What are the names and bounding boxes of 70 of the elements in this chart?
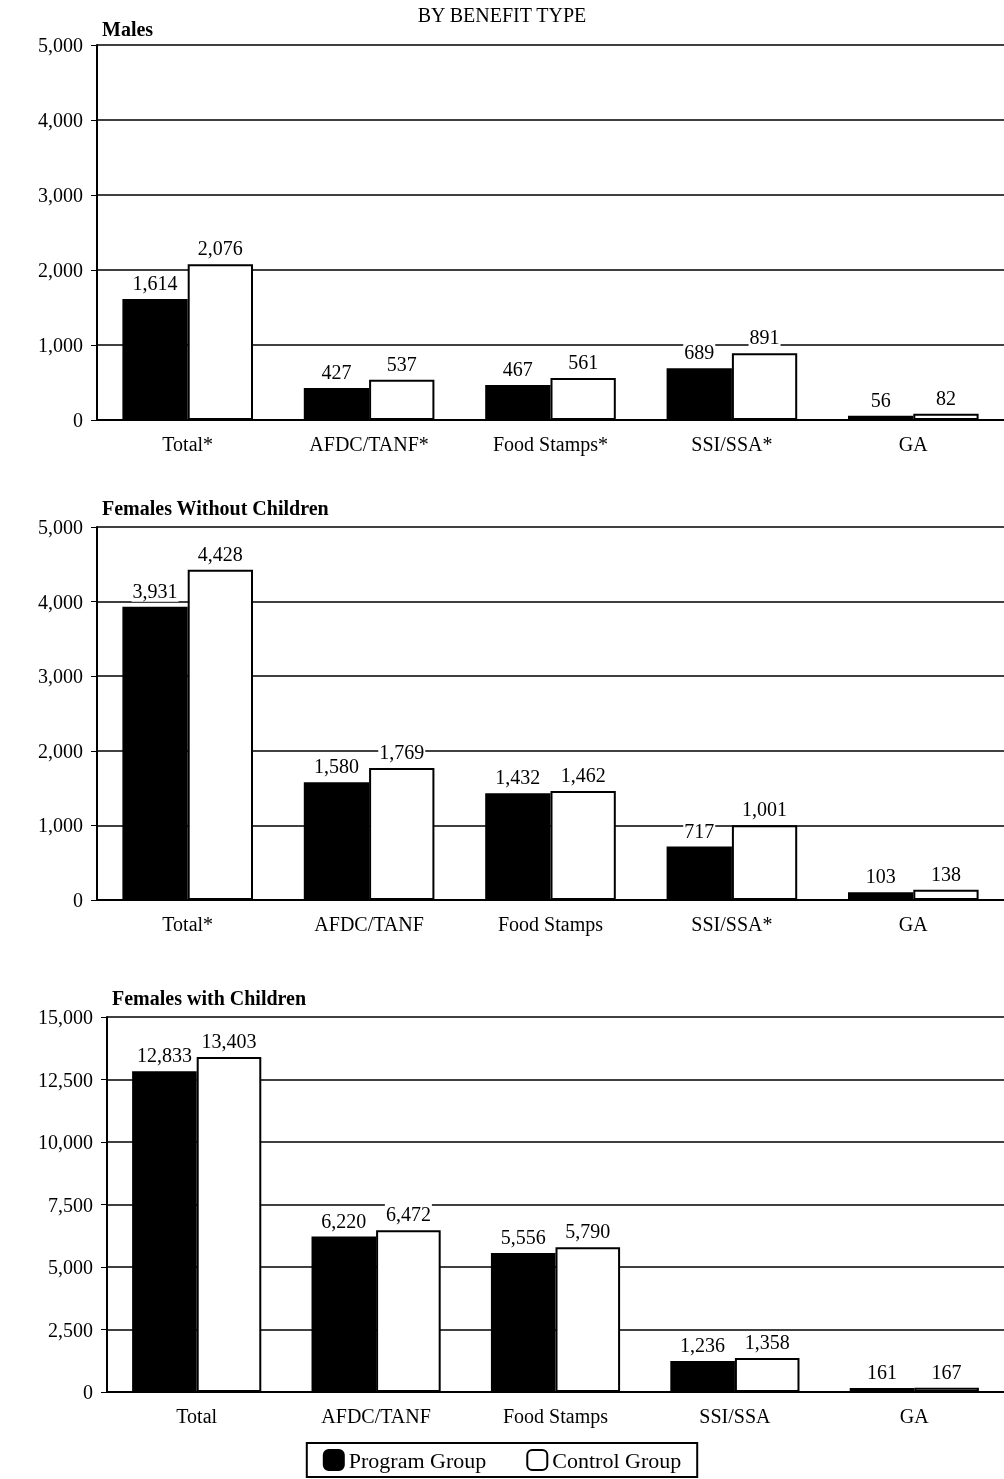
x-tick-label: SSI/SSA* bbox=[691, 433, 773, 455]
data-label: 167 bbox=[931, 1360, 962, 1383]
x-tick-label: Food Stamps bbox=[497, 913, 604, 936]
x-tick-label: AFDC/TANF bbox=[314, 913, 424, 935]
x-tick-label: Total* bbox=[162, 433, 214, 455]
y-tick-label: 1,000 bbox=[38, 334, 83, 356]
data-label: 1,462 bbox=[560, 763, 606, 786]
y-tick-label: 2,500 bbox=[48, 1318, 93, 1341]
x-tick-label: AFDC/TANF* bbox=[309, 433, 429, 455]
data-label: 5,556 bbox=[500, 1226, 546, 1249]
y-tick-label: 2,000 bbox=[38, 739, 83, 762]
y-tick-label: 2,000 bbox=[38, 259, 83, 281]
x-tick-label: GA bbox=[899, 1405, 930, 1427]
y-tick-label: 5,000 bbox=[38, 34, 83, 56]
data-label: 3,931 bbox=[132, 579, 178, 602]
data-label: 4,428 bbox=[197, 542, 243, 565]
y-tick-label: 10,000 bbox=[38, 1131, 93, 1153]
chart-subtitle: Males bbox=[102, 18, 154, 40]
y-tick-label: 7,500 bbox=[48, 1193, 93, 1216]
y-tick-label: 0 bbox=[83, 1381, 93, 1403]
y-tick-label: 5,000 bbox=[38, 516, 83, 538]
data-label: 12,833 bbox=[136, 1044, 192, 1067]
data-label: 1,236 bbox=[680, 1334, 726, 1357]
y-tick-label: 1,000 bbox=[38, 814, 83, 837]
data-label: 138 bbox=[930, 862, 961, 885]
data-label: 6,472 bbox=[385, 1203, 431, 1226]
y-tick-label: 3,000 bbox=[38, 665, 83, 688]
x-tick-label: GA bbox=[898, 433, 929, 455]
y-tick-label: 0 bbox=[73, 409, 83, 431]
data-label: 6,220 bbox=[321, 1209, 367, 1232]
data-label: 1,001 bbox=[742, 798, 788, 821]
data-label: 689 bbox=[684, 341, 715, 364]
x-tick-label: Food Stamps bbox=[502, 1405, 609, 1428]
y-tick-label: 12,500 bbox=[38, 1068, 93, 1091]
y-tick-label: 15,000 bbox=[38, 1006, 93, 1028]
data-label: 103 bbox=[865, 865, 896, 888]
y-tick-label: 3,000 bbox=[38, 184, 83, 206]
x-tick-label: Total bbox=[176, 1405, 218, 1427]
data-label: 1,580 bbox=[313, 755, 359, 778]
y-tick-label: 0 bbox=[73, 889, 83, 911]
data-label: 1,769 bbox=[379, 741, 425, 764]
data-label: 1,614 bbox=[132, 271, 178, 294]
legend-label: Program Group bbox=[348, 1447, 487, 1473]
x-tick-label: Food Stamps* bbox=[492, 433, 609, 456]
data-label: 717 bbox=[684, 819, 715, 842]
data-label: 1,358 bbox=[744, 1331, 790, 1354]
data-label: 891 bbox=[749, 326, 780, 349]
data-label: 13,403 bbox=[201, 1029, 257, 1052]
y-tick-label: 4,000 bbox=[38, 109, 83, 131]
x-tick-label: Total* bbox=[162, 913, 214, 935]
x-tick-label: SSI/SSA* bbox=[691, 913, 773, 935]
data-label: 427 bbox=[321, 360, 352, 383]
data-label: 2,076 bbox=[197, 237, 243, 260]
y-tick-label: 5,000 bbox=[48, 1256, 93, 1278]
data-label: 82 bbox=[935, 386, 956, 409]
y-tick-label: 4,000 bbox=[38, 590, 83, 613]
x-tick-label: GA bbox=[898, 913, 929, 935]
legend-label: Control Group bbox=[552, 1447, 682, 1473]
data-label: 56 bbox=[870, 388, 891, 411]
data-label: 561 bbox=[568, 350, 599, 373]
chart-title: Females Without Children bbox=[102, 497, 329, 519]
data-label: 467 bbox=[502, 357, 533, 380]
data-label: 161 bbox=[867, 1360, 898, 1383]
data-label: 5,790 bbox=[565, 1220, 611, 1243]
x-tick-label: AFDC/TANF bbox=[321, 1405, 431, 1427]
data-label: 1,432 bbox=[495, 766, 541, 789]
data-label: 537 bbox=[386, 352, 417, 375]
chart-title: BY BENEFIT TYPE bbox=[417, 4, 587, 26]
chart-title: Females with Children bbox=[112, 987, 307, 1009]
x-tick-label: SSI/SSA bbox=[699, 1405, 772, 1427]
